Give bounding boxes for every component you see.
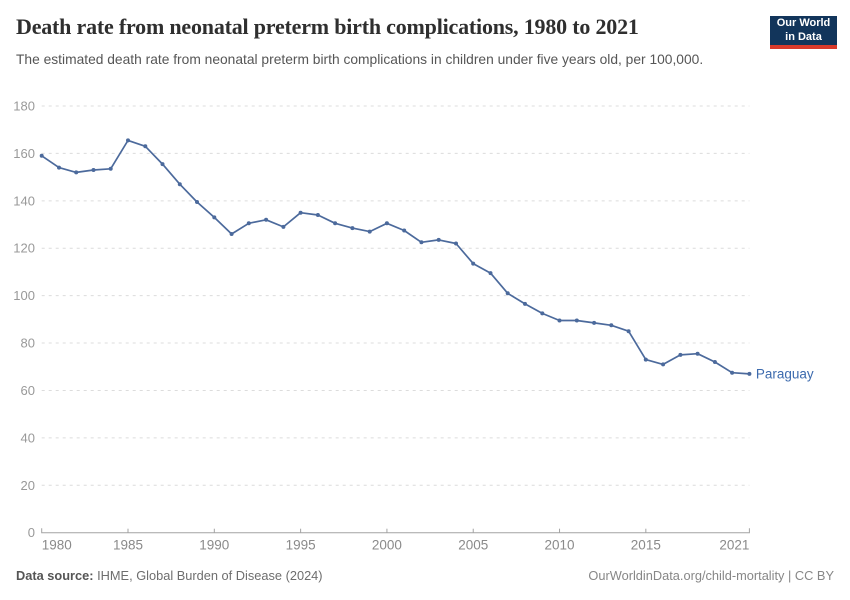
x-axis-tick-label: 1995	[286, 538, 316, 553]
data-point	[333, 221, 338, 226]
data-point	[712, 360, 717, 364]
y-axis-tick-label: 120	[13, 241, 35, 256]
data-point	[384, 221, 389, 226]
x-axis-tick-label: 2005	[458, 538, 488, 553]
data-point	[264, 217, 269, 222]
logo-line1: Our World	[776, 17, 831, 30]
data-point	[91, 168, 96, 172]
x-axis-tick-label: 2000	[372, 538, 402, 553]
chart-subtitle: The estimated death rate from neonatal p…	[16, 52, 704, 67]
data-point	[592, 320, 597, 325]
y-axis-tick-label: 20	[21, 478, 35, 493]
data-point	[436, 237, 441, 242]
page-title: Death rate from neonatal preterm birth c…	[16, 14, 639, 39]
data-point	[626, 329, 631, 334]
data-source: Data source: IHME, Global Burden of Dise…	[16, 568, 323, 583]
data-point	[108, 166, 113, 171]
data-point	[126, 138, 130, 143]
data-point	[678, 352, 683, 357]
data-point	[212, 215, 217, 220]
x-axis-tick-label: 2021	[719, 538, 749, 553]
x-axis-tick-label: 1990	[199, 538, 229, 553]
y-axis-tick-label: 80	[21, 336, 35, 351]
data-point	[39, 153, 44, 158]
data-point	[298, 210, 303, 215]
data-point	[419, 240, 424, 245]
data-point	[661, 362, 666, 367]
data-point	[195, 200, 199, 204]
data-point	[730, 370, 735, 375]
y-axis-tick-label: 60	[21, 383, 35, 398]
data-source-label: Data source:	[16, 568, 94, 583]
owid-logo[interactable]: Our World in Data	[770, 16, 837, 49]
x-axis-tick-label: 1985	[113, 538, 143, 553]
data-point	[643, 357, 648, 362]
logo-line2: in Data	[785, 30, 822, 43]
attribution-link[interactable]: OurWorldinData.org/child-mortality | CC …	[588, 568, 834, 583]
data-point	[695, 351, 700, 356]
data-point	[488, 271, 493, 276]
data-point	[281, 224, 286, 229]
y-axis-tick-label: 40	[21, 430, 35, 445]
data-point	[74, 170, 79, 175]
data-point	[229, 232, 234, 236]
data-point	[747, 371, 752, 376]
data-point	[574, 318, 579, 323]
y-axis-tick-label: 0	[28, 525, 35, 540]
data-point	[540, 311, 545, 316]
y-axis-tick-label: 140	[13, 193, 35, 208]
data-point	[57, 165, 61, 170]
data-point	[454, 241, 458, 246]
x-axis-line	[41, 528, 750, 534]
data-point	[315, 213, 320, 217]
data-point	[505, 291, 510, 296]
data-point	[246, 221, 251, 226]
y-axis-tick-label: 160	[13, 146, 35, 161]
x-axis-tick-label: 2015	[631, 538, 661, 553]
data-point	[160, 162, 165, 167]
data-point	[177, 182, 182, 187]
data-point	[609, 323, 614, 328]
data-point	[143, 144, 148, 149]
data-point	[557, 318, 562, 323]
y-axis-tick-label: 180	[13, 99, 35, 114]
data-point	[471, 261, 476, 266]
y-axis-tick-label: 100	[13, 288, 35, 303]
data-point	[367, 229, 372, 234]
data-point	[350, 226, 355, 231]
data-point	[402, 228, 407, 233]
data-line-paraguay	[40, 139, 751, 375]
x-axis-tick-label: 2010	[545, 538, 575, 553]
data-point	[523, 301, 527, 306]
data-source-value: IHME, Global Burden of Disease (2024)	[93, 568, 323, 583]
series-label-paraguay: Paraguay	[756, 366, 814, 381]
x-axis-tick-label: 1980	[42, 538, 72, 553]
